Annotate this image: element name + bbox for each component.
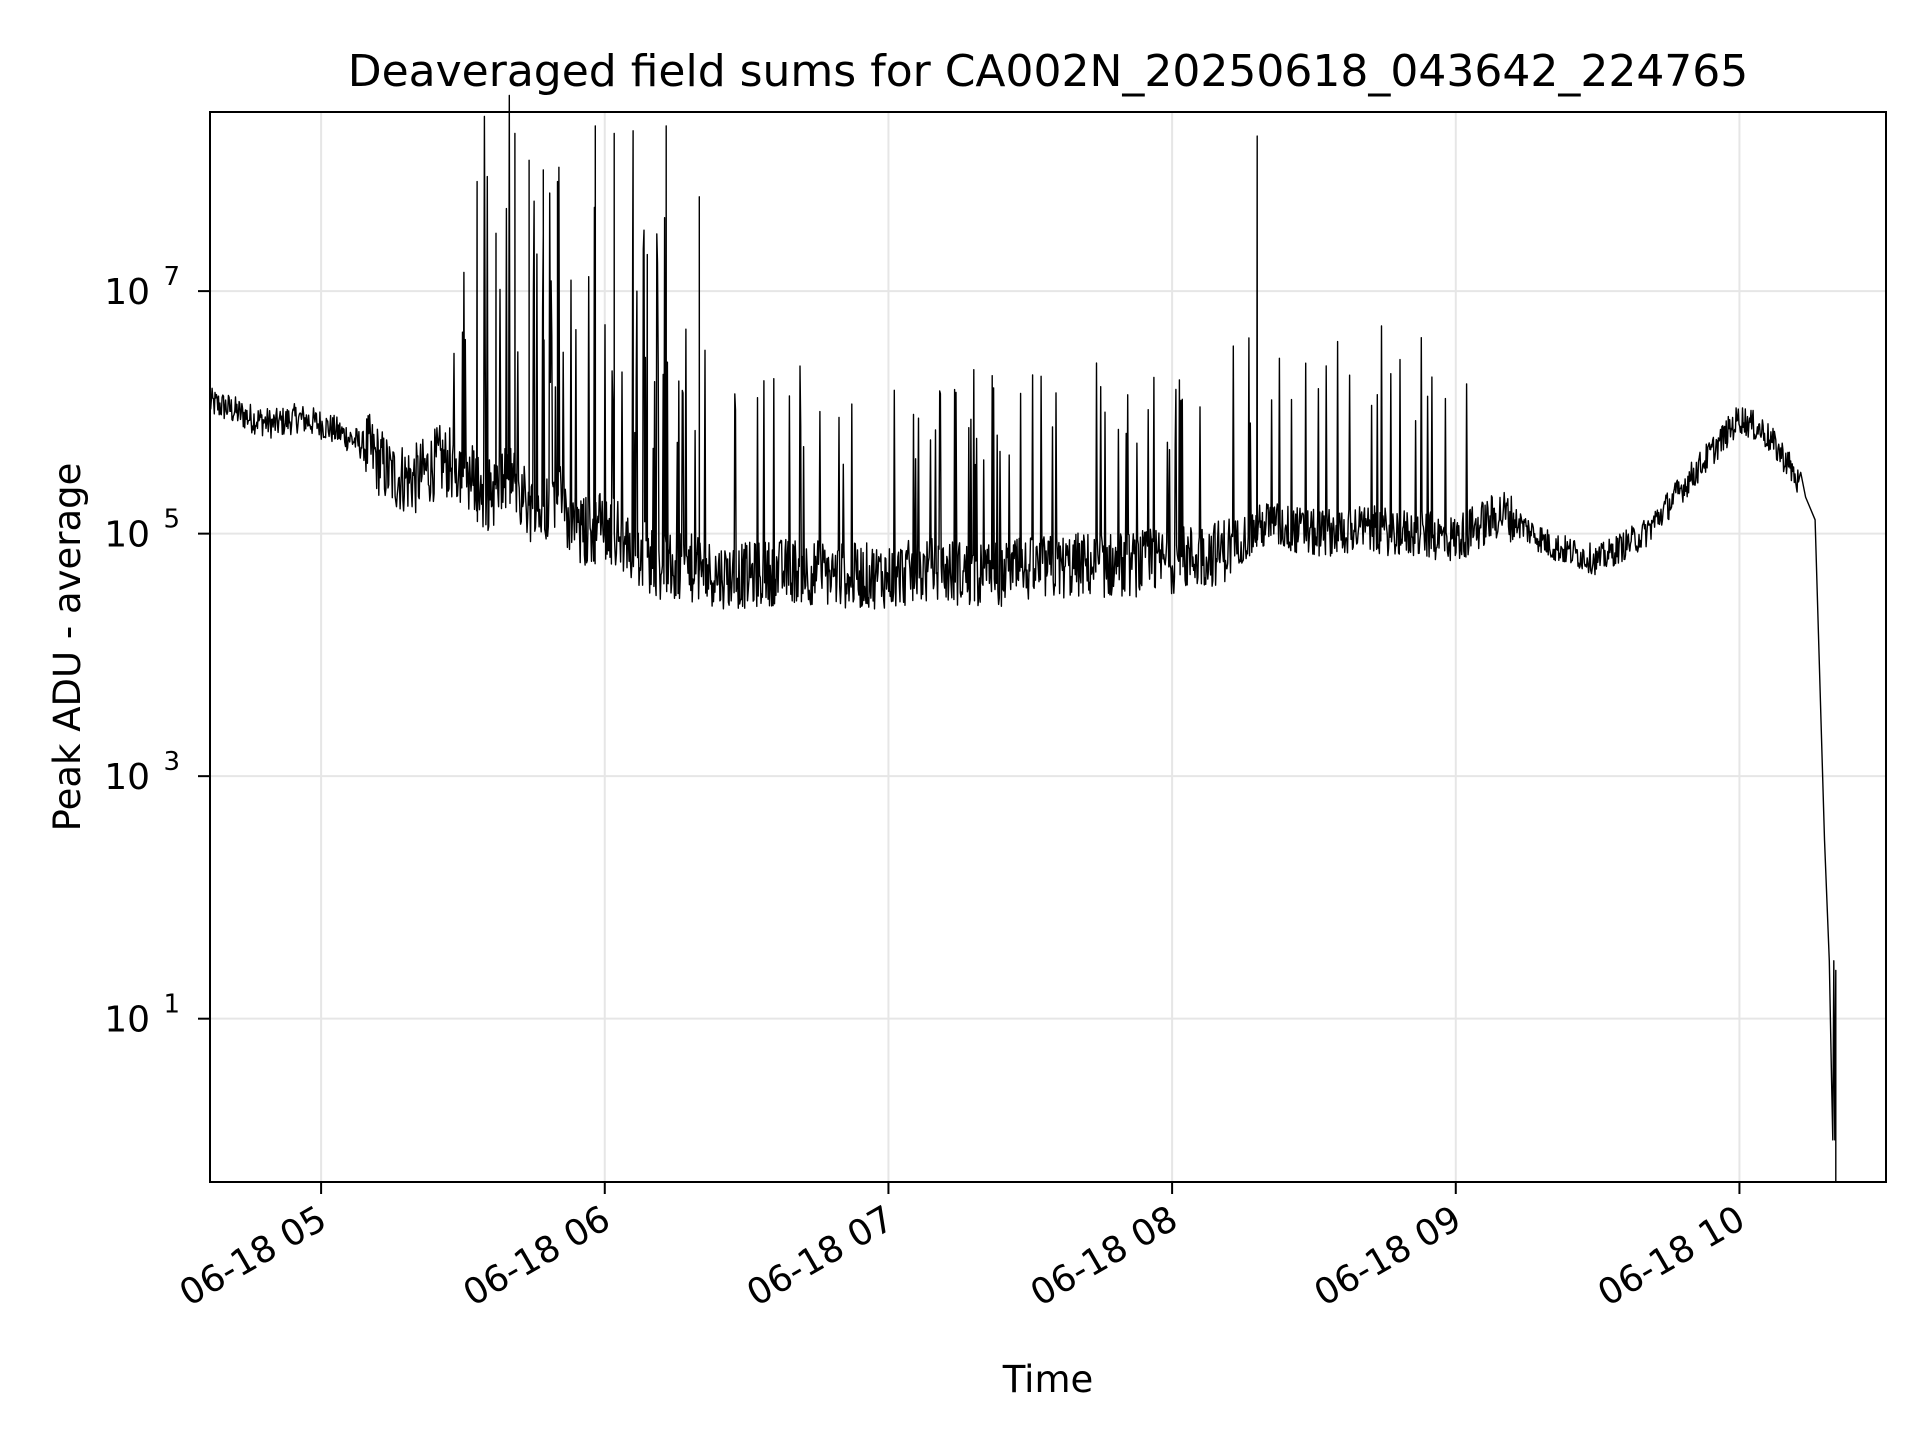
y-tick-exponent: 3 xyxy=(163,747,180,777)
y-axis-label: Peak ADU - average xyxy=(46,463,89,832)
y-tick-label: 10 xyxy=(104,515,150,556)
x-axis-label: Time xyxy=(1002,1358,1094,1401)
y-tick-exponent: 7 xyxy=(163,262,180,292)
y-axis-ticks: 10 1 10 3 10 5 10 7 xyxy=(104,262,210,1041)
plot-frame xyxy=(209,111,1887,1183)
chart-title: Deaveraged field sums for CA002N_2025061… xyxy=(348,46,1749,97)
y-tick-label: 10 xyxy=(104,757,150,798)
plot-series xyxy=(209,94,1837,1182)
y-tick-label: 10 xyxy=(104,272,150,313)
y-tick-exponent: 1 xyxy=(163,990,180,1020)
y-tick-exponent: 5 xyxy=(163,505,180,535)
grid xyxy=(210,112,1886,1182)
series-line xyxy=(209,94,1837,1182)
y-tick-label: 10 xyxy=(104,1000,150,1041)
